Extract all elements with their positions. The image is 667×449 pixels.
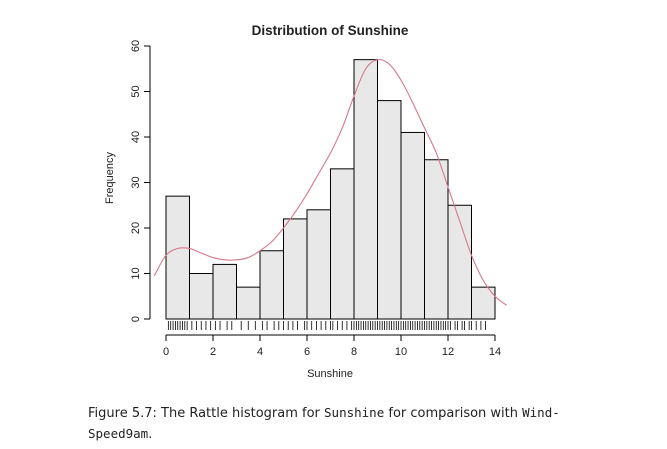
y-tick-label: 50 (130, 85, 142, 97)
histogram-bar (353, 59, 378, 320)
y-axis: 0 10 20 30 40 50 60 (130, 40, 151, 322)
x-axis: 0 2 4 6 8 10 12 14 (163, 334, 501, 358)
y-tick-label: 60 (130, 40, 142, 52)
histogram-bar (424, 159, 449, 320)
rug-marks (167, 321, 487, 330)
histogram-bar (471, 286, 496, 320)
caption-variable-wind-line2: Speed9am (88, 426, 149, 441)
y-axis-label: Frequency (104, 152, 116, 204)
chart-title: Distribution of Sunshine (252, 23, 409, 38)
histogram-bar (400, 131, 425, 320)
x-tick-label: 14 (489, 346, 501, 358)
y-tick-label: 10 (130, 267, 142, 279)
histogram-chart: Distribution of Sunshine Frequency Sunsh… (104, 23, 508, 380)
caption-prefix: Figure 5.7: The Rattle histogram for (88, 406, 325, 421)
histogram-bar (165, 195, 190, 320)
histogram-bar (212, 263, 237, 320)
histogram-bar (306, 209, 331, 320)
caption-variable-sunshine: Sunshine (324, 405, 385, 420)
caption-middle: for comparison with (384, 406, 523, 421)
histogram-bar (283, 218, 308, 320)
histogram-bars (165, 59, 496, 320)
x-tick-label: 0 (163, 346, 169, 358)
x-tick-label: 12 (442, 346, 454, 358)
histogram-bar (259, 250, 284, 320)
x-tick-label: 8 (351, 346, 357, 358)
x-tick-label: 6 (304, 346, 310, 358)
caption-variable-wind-line1: Wind- (522, 405, 560, 420)
y-tick-label: 0 (130, 316, 142, 322)
caption-suffix: . (148, 427, 153, 442)
histogram-bar (377, 100, 402, 320)
density-curve (153, 58, 508, 306)
x-tick-label: 4 (257, 346, 263, 358)
y-tick-label: 30 (130, 176, 142, 188)
x-axis-label: Sunshine (307, 368, 353, 380)
y-tick-label: 40 (130, 131, 142, 143)
y-tick-label: 20 (130, 222, 142, 234)
figure-caption: Figure 5.7: The Rattle histogram for Sun… (88, 403, 608, 445)
x-tick-label: 10 (395, 346, 407, 358)
histogram-bar (330, 168, 355, 320)
histogram-bar (447, 204, 472, 320)
histogram-bar (189, 273, 214, 320)
x-tick-label: 2 (210, 346, 216, 358)
histogram-bar (236, 286, 261, 320)
